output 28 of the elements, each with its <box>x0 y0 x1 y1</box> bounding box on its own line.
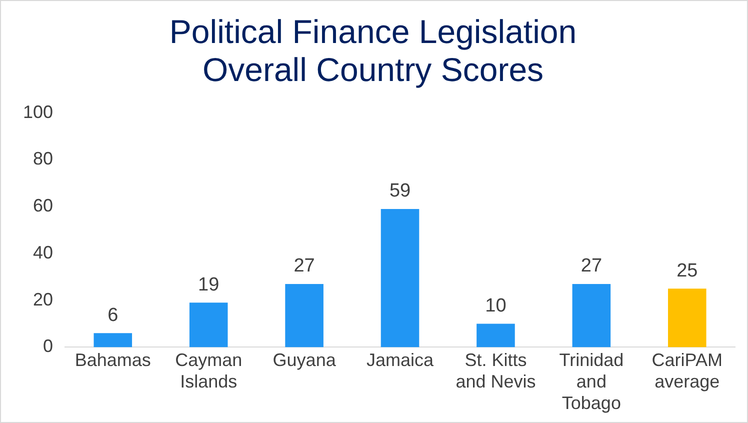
x-tick-label: Cayman Islands <box>175 350 242 392</box>
bar <box>380 208 420 348</box>
x-tick-label: Bahamas <box>74 350 151 370</box>
y-tick-label: 0 <box>43 336 54 356</box>
y-tick-label: 40 <box>33 242 54 262</box>
bar <box>189 302 228 348</box>
data-label: 27 <box>294 256 315 277</box>
data-label: 10 <box>485 296 506 317</box>
y-tick-label: 80 <box>33 148 54 169</box>
bar <box>476 324 515 348</box>
x-tick-label: Guyana <box>272 350 337 370</box>
data-label: 27 <box>580 256 602 277</box>
data-label: 25 <box>676 260 698 282</box>
chart-title: Political Finance Legislation Overall Country Scores <box>169 13 577 88</box>
x-tick-label: Jamaica <box>366 350 435 370</box>
bar <box>668 288 706 348</box>
y-tick-label: 60 <box>33 196 54 216</box>
data-label: 59 <box>389 180 411 202</box>
data-label: 19 <box>198 274 220 296</box>
bar <box>94 333 132 348</box>
x-tick-label: Trinidad and Tobago <box>559 350 624 414</box>
y-tick-label: 100 <box>22 102 54 122</box>
bar <box>285 284 324 348</box>
y-tick-label: 20 <box>33 289 54 310</box>
bar <box>572 284 611 348</box>
data-label: 6 <box>108 304 118 326</box>
x-tick-label: CariPAM average <box>652 350 722 392</box>
x-tick-label: St. Kitts and Nevis <box>456 350 536 392</box>
